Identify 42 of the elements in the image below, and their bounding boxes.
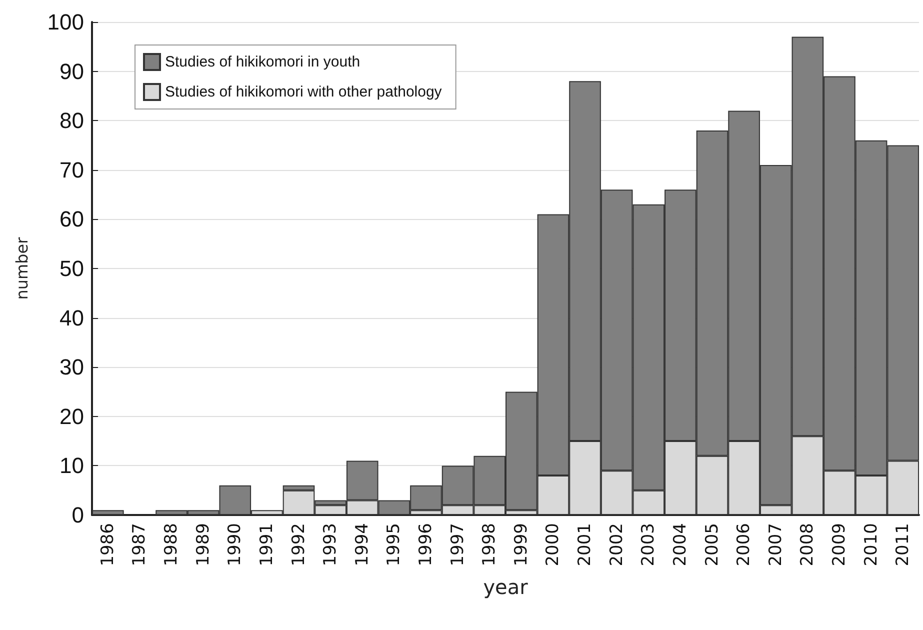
- x-tick-label: 1994: [352, 523, 372, 566]
- x-tick-label: 1993: [320, 523, 341, 566]
- x-tick-label: 1989: [193, 523, 214, 566]
- y-tick-label: 0: [72, 502, 84, 528]
- y-tick-label: 20: [60, 404, 84, 429]
- x-tick-label: 2000: [543, 523, 564, 566]
- x-tick-label: 1988: [162, 523, 182, 566]
- y-tick-label: 40: [60, 305, 84, 330]
- y-tick-label: 90: [60, 58, 84, 84]
- x-tick-label: 1998: [480, 523, 500, 566]
- x-tick-label: 2008: [798, 523, 818, 566]
- x-tick-label: 2004: [670, 523, 690, 566]
- x-tick-label: 1997: [448, 523, 468, 566]
- y-tick-label: 60: [60, 206, 84, 232]
- x-axis-title: year: [483, 575, 529, 599]
- y-tick-label: 70: [60, 157, 84, 182]
- x-tick-label: 1987: [130, 523, 150, 566]
- y-tick-label: 50: [60, 256, 84, 281]
- x-tick-label: 1991: [256, 523, 277, 566]
- x-tick-label: 2002: [606, 523, 627, 566]
- x-tick-label: 2003: [638, 523, 659, 566]
- x-tick-label: 2005: [702, 523, 722, 566]
- x-tick-label: 1992: [288, 523, 309, 566]
- legend-label: Studies of hikikomori with other pathology: [165, 84, 442, 100]
- x-tick-label: 1990: [225, 523, 246, 566]
- x-tick-label: 2007: [766, 523, 786, 566]
- x-tick-label: 2010: [861, 523, 882, 566]
- x-tick-label: 2006: [734, 523, 754, 566]
- x-tick-label: 1999: [511, 523, 532, 566]
- x-tick-label: 1995: [384, 523, 404, 566]
- x-tick-label: 2011: [893, 523, 914, 566]
- y-tick-label: 10: [60, 453, 84, 478]
- x-tick-label: 1986: [98, 523, 118, 566]
- y-axis-title: number: [12, 236, 32, 300]
- x-tick-label: 2001: [575, 523, 596, 566]
- y-tick-label: 80: [60, 108, 84, 134]
- legend-label: Studies of hikikomori in youth: [165, 54, 360, 70]
- x-tick-label: 1996: [416, 523, 436, 566]
- y-tick-label: 30: [60, 354, 84, 380]
- y-tick-label: 100: [47, 10, 84, 34]
- x-tick-label: 2009: [829, 523, 850, 566]
- bar: [92, 510, 124, 515]
